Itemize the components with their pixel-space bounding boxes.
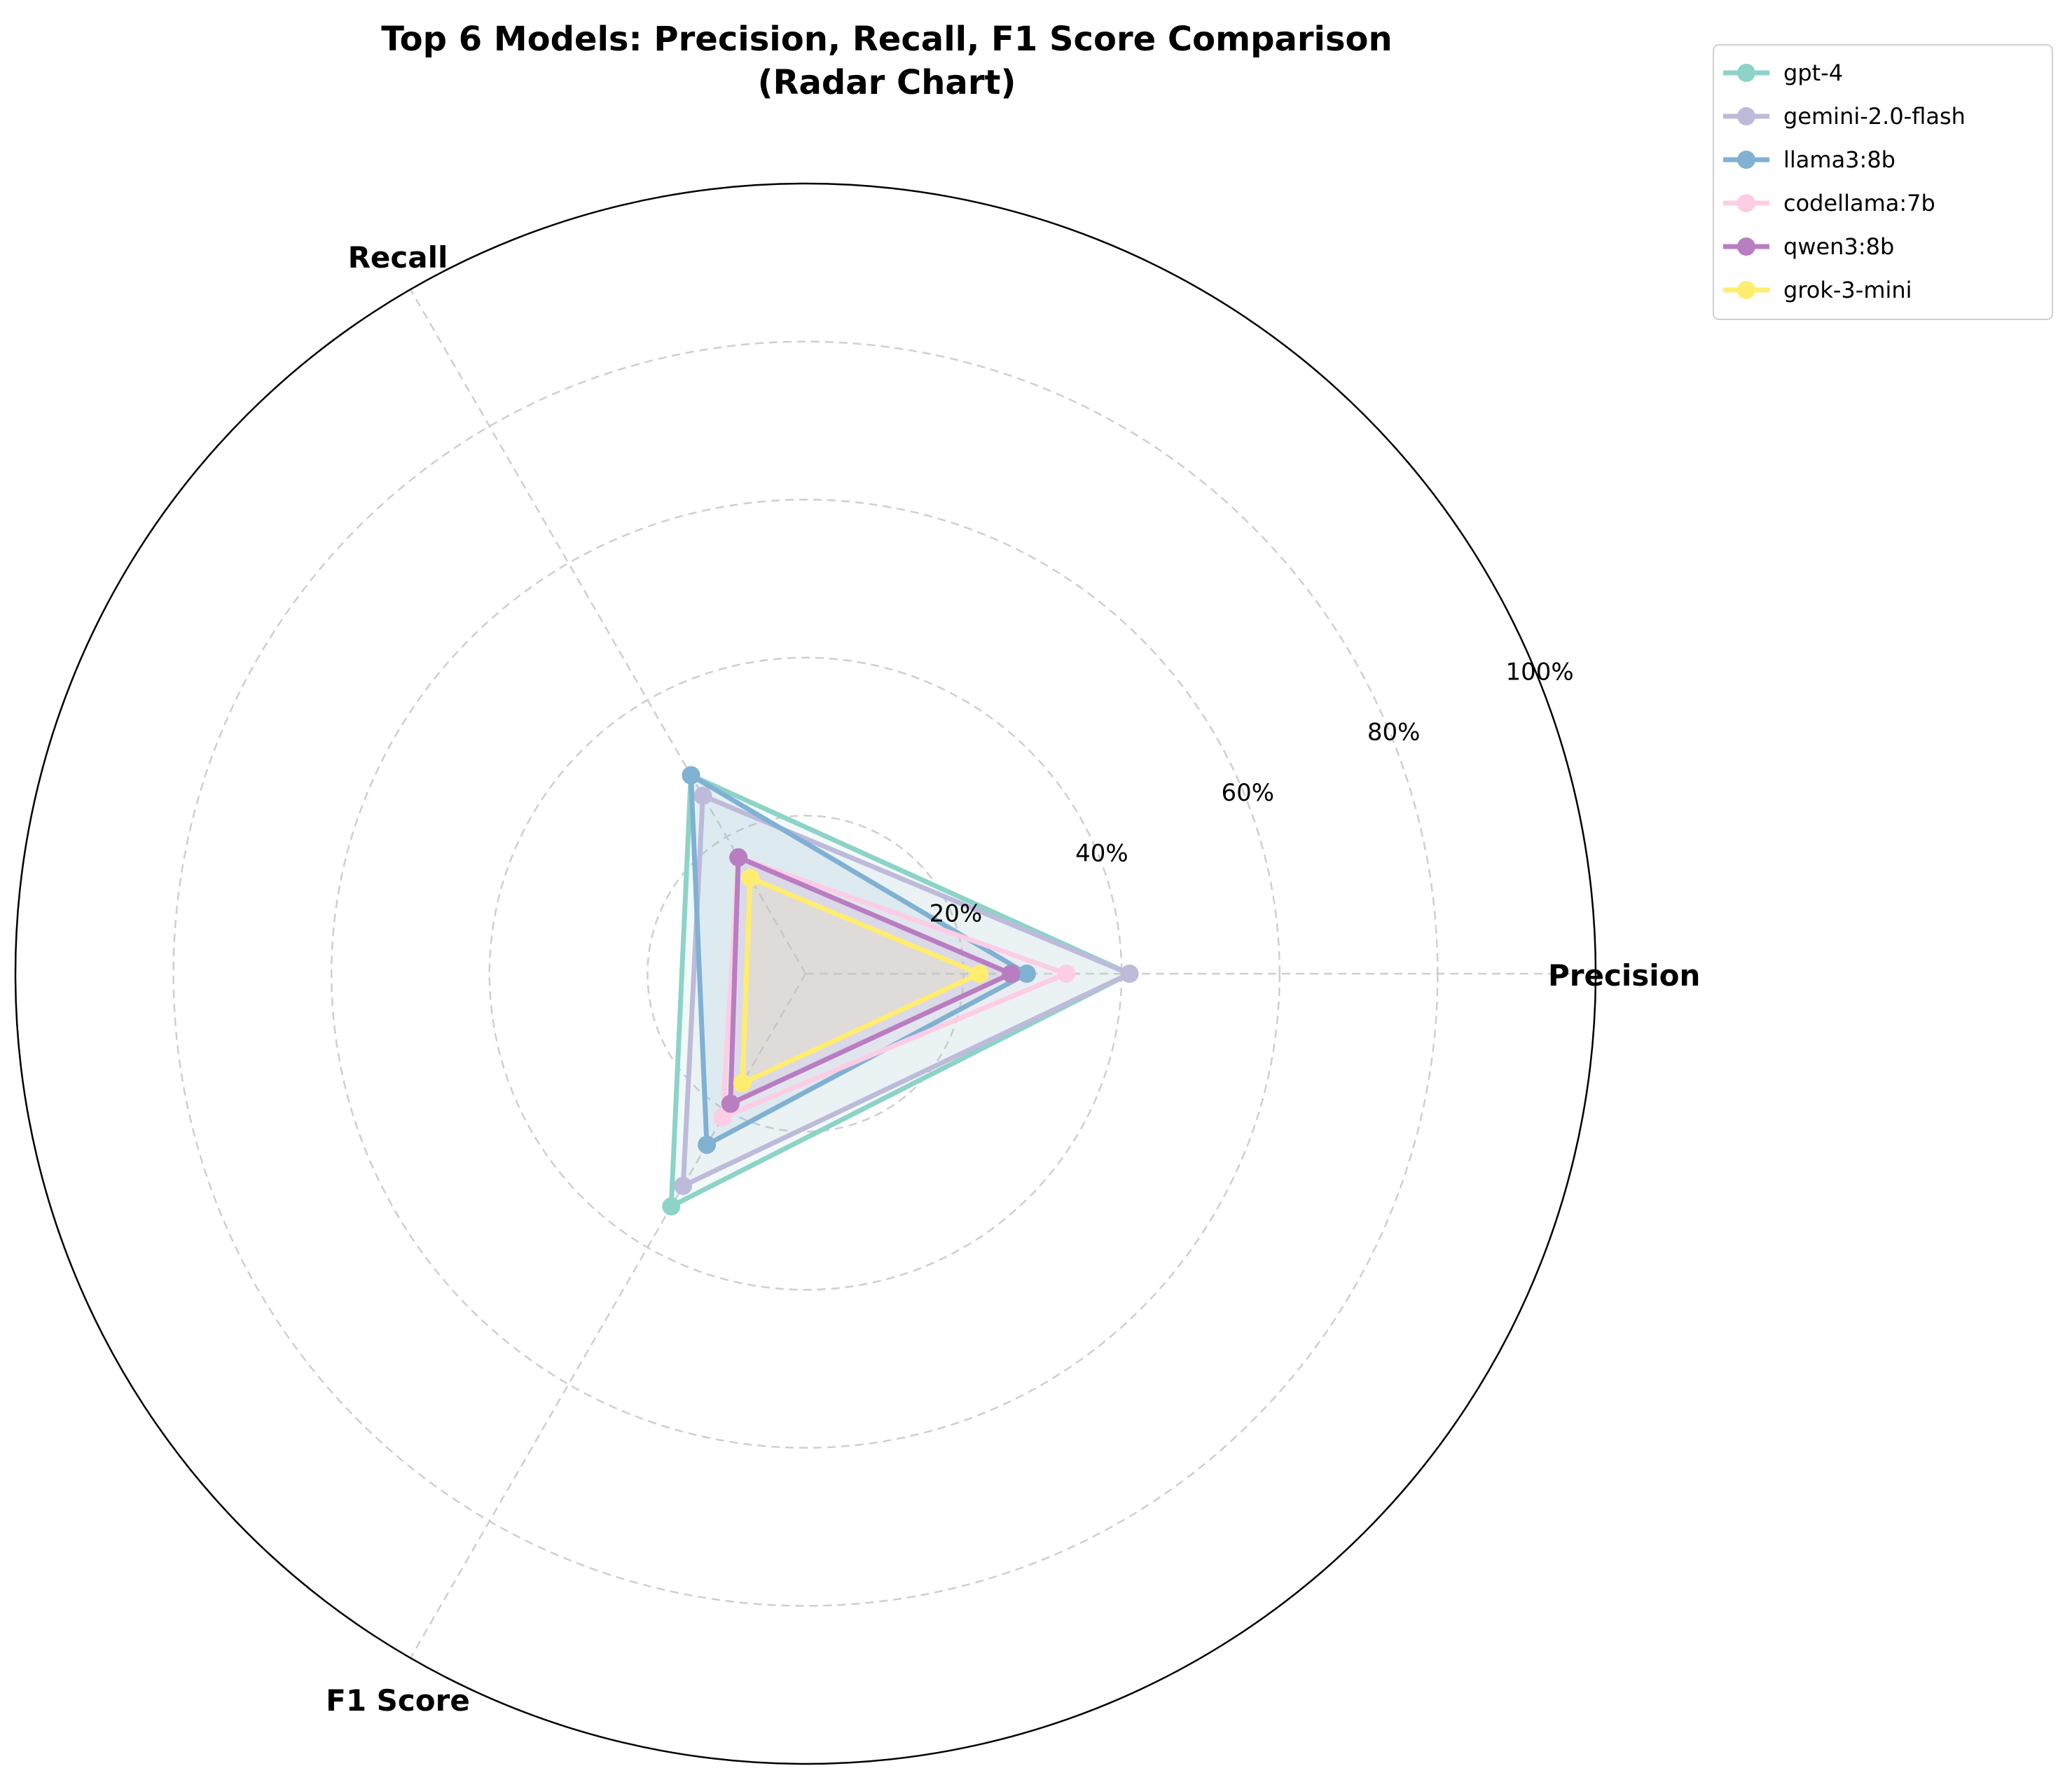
series-line-gemini-2.0-flash: [680, 793, 1131, 1189]
r-tick-label-100: 100%: [1506, 658, 1574, 686]
series-fill-llama3:8b: [691, 775, 1027, 1145]
axis-label-layer: Precision Recall F1 Score: [326, 240, 1700, 1718]
series-line-grok-3-mini: [740, 875, 981, 1086]
axis-label-precision: Precision: [1548, 958, 1700, 993]
outer-ring: [14, 182, 1597, 1765]
tick-layer: 20% 40% 60% 80% 100%: [930, 658, 1574, 927]
r-tick-label-40: 40%: [1075, 839, 1128, 867]
data-point-gemini-2.0-flash-recall: [693, 787, 712, 806]
legend-marker-gpt-4: [1737, 64, 1755, 82]
legend-label-grok-3-mini: grok-3-mini: [1783, 277, 1912, 303]
legend-marker-qwen3:8b: [1737, 237, 1755, 256]
data-point-gemini-2.0-flash-f1-score: [674, 1176, 693, 1195]
axis-label-f1-score: F1 Score: [326, 1683, 470, 1718]
chart-title-line1: Top 6 Models: Precision, Recall, F1 Scor…: [381, 20, 1392, 59]
legend-marker-llama3:8b: [1737, 151, 1755, 169]
data-point-gemini-2.0-flash-precision: [1120, 965, 1139, 983]
legend-label-llama3:8b: llama3:8b: [1783, 146, 1895, 173]
axis-label-recall: Recall: [348, 240, 448, 275]
legend-label-codellama:7b: codellama:7b: [1783, 190, 1935, 216]
data-point-llama3:8b-precision: [1017, 965, 1036, 983]
grid-ring-60: [330, 498, 1281, 1449]
series-layer: [662, 766, 1139, 1216]
legend-marker-grok-3-mini: [1737, 281, 1755, 299]
r-tick-label-80: 80%: [1367, 719, 1421, 747]
data-point-qwen3:8b-precision: [1002, 965, 1021, 983]
r-tick-label-60: 60%: [1221, 779, 1274, 807]
data-point-codellama:7b-precision: [1057, 965, 1076, 983]
r-tick-label-20: 20%: [930, 900, 983, 928]
data-point-qwen3:8b-recall: [729, 848, 748, 867]
series-line-qwen3:8b: [728, 855, 1012, 1107]
data-point-grok-3-mini-recall: [741, 869, 760, 888]
data-point-gpt-4-f1-score: [662, 1197, 681, 1216]
legend-marker-codellama:7b: [1737, 194, 1755, 212]
data-point-llama3:8b-recall: [682, 766, 700, 785]
series-fill-qwen3:8b: [730, 857, 1011, 1104]
series-fill-gpt-4: [671, 775, 1130, 1207]
series-line-codellama:7b: [720, 855, 1068, 1120]
series-fill-grok-3-mini: [742, 878, 980, 1084]
series-line-gpt-4: [668, 773, 1131, 1209]
legend-label-qwen3:8b: qwen3:8b: [1783, 233, 1894, 260]
data-point-llama3:8b-f1-score: [698, 1136, 716, 1154]
legend-frame: [1713, 44, 2053, 320]
legend-label-gemini-2.0-flash: gemini-2.0-flash: [1783, 103, 1966, 130]
data-point-grok-3-mini-precision: [970, 965, 989, 983]
data-point-codellama:7b-f1-score: [713, 1108, 732, 1127]
legend: gpt-4 gemini-2.0-flash llama3:8b codellama:…: [1713, 44, 2053, 320]
data-point-grok-3-mini-f1-score: [733, 1074, 752, 1093]
chart-title-line2: (Radar Chart): [758, 63, 1016, 102]
legend-marker-gemini-2.0-flash: [1737, 107, 1755, 125]
legend-label-gpt-4: gpt-4: [1783, 60, 1843, 86]
data-point-qwen3:8b-f1-score: [721, 1094, 740, 1113]
